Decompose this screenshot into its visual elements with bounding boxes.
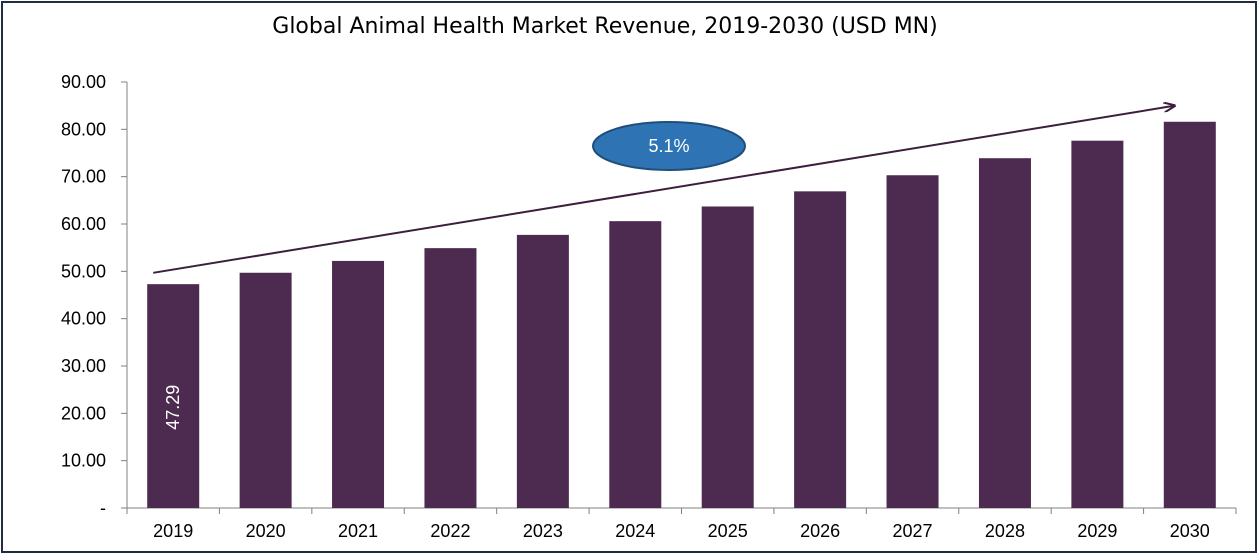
- bar-series: 47.29: [147, 121, 1216, 509]
- x-tick-label: 2028: [985, 521, 1025, 541]
- y-tick-label: 20.00: [61, 403, 106, 423]
- y-tick-label: 50.00: [61, 261, 106, 281]
- y-tick-label: 10.00: [61, 451, 106, 471]
- x-tick-label: 2026: [800, 521, 840, 541]
- bar-2022: [424, 248, 477, 508]
- chart-title: Global Animal Health Market Revenue, 201…: [272, 14, 938, 39]
- bar-2023: [516, 234, 569, 509]
- x-tick-label: 2020: [246, 521, 286, 541]
- bar-2024: [609, 221, 662, 508]
- bar-2020: [239, 272, 292, 508]
- x-tick-label: 2023: [523, 521, 563, 541]
- trend-arrow: [153, 106, 1175, 274]
- x-axis: 2019 2020 2021 2022 2023 2024 2025 2026 2027 2028…: [126, 507, 1237, 541]
- x-tick-label: 2025: [708, 521, 748, 541]
- bar-2025: [701, 206, 754, 508]
- bar-2021: [332, 260, 385, 508]
- x-tick-label: 2027: [893, 521, 933, 541]
- y-tick-label: 90.00: [61, 72, 106, 92]
- bar-2029: [1071, 140, 1124, 508]
- bar-2019: [147, 284, 200, 508]
- y-tick-label: -: [100, 498, 106, 518]
- data-label: 47.29: [163, 385, 183, 430]
- bar-2026: [794, 191, 847, 508]
- y-axis: - 10.00 20.00 30.00 40.00 50.00 60.00 70.00 80.0…: [61, 72, 128, 518]
- x-tick-label: 2019: [153, 521, 193, 541]
- cagr-badge: [592, 121, 746, 171]
- bar-2027: [886, 175, 939, 508]
- bar-2028: [978, 158, 1031, 508]
- x-tick-label: 2030: [1170, 521, 1210, 541]
- cagr-label: 5.1%: [648, 136, 689, 156]
- y-tick-label: 30.00: [61, 356, 106, 376]
- x-tick-label: 2029: [1077, 521, 1117, 541]
- y-tick-label: 40.00: [61, 309, 106, 329]
- y-tick-label: 80.00: [61, 119, 106, 139]
- y-tick-label: 60.00: [61, 214, 106, 234]
- x-tick-label: 2024: [615, 521, 655, 541]
- y-tick-label: 70.00: [61, 167, 106, 187]
- x-tick-label: 2021: [338, 521, 378, 541]
- x-tick-label: 2022: [430, 521, 470, 541]
- bar-2030: [1163, 121, 1216, 508]
